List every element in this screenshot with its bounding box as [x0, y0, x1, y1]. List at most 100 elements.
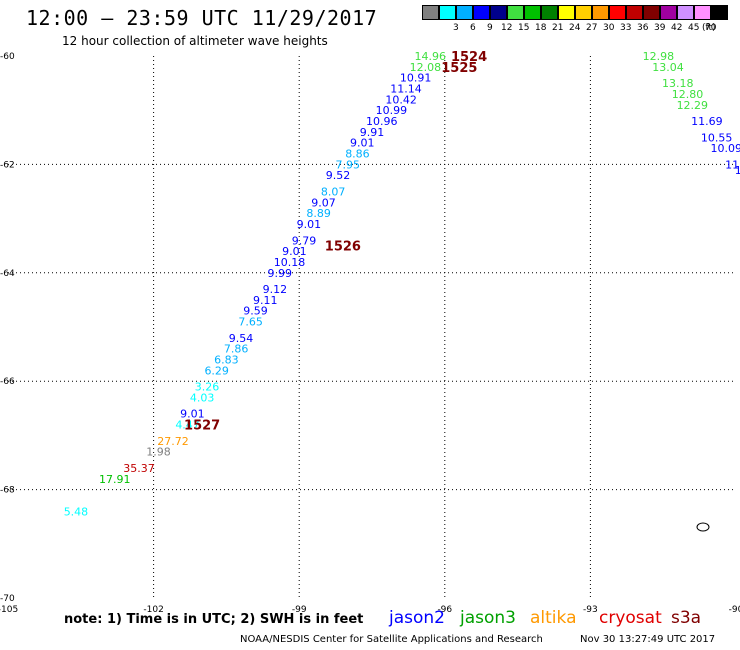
- wave-height-value: 9.01: [282, 245, 307, 258]
- color-swatch: [456, 5, 473, 20]
- wave-height-value: 10.50: [735, 164, 740, 177]
- wave-height-value: 8.89: [306, 207, 331, 220]
- color-swatch: [711, 5, 728, 20]
- latitude-tick-label: -66: [0, 377, 15, 387]
- color-swatch: [592, 5, 609, 20]
- color-scale-label: 39: [654, 23, 666, 33]
- color-scale-label: 27: [586, 23, 598, 33]
- wave-height-value: 9.54: [229, 332, 254, 345]
- color-swatch: [507, 5, 524, 20]
- wave-height-value: 10.42: [385, 93, 417, 106]
- longitude-tick-label: -99: [292, 605, 307, 615]
- map-subtitle: 12 hour collection of altimeter wave hei…: [62, 34, 328, 48]
- wave-height-value: 9.07: [311, 196, 336, 209]
- latitude-tick-label: -68: [0, 486, 15, 496]
- longitude-tick-label: -102: [143, 605, 163, 615]
- latitude-tick-label: -70: [0, 594, 15, 604]
- graticule: [8, 56, 736, 598]
- wave-height-value: 9.12: [263, 283, 288, 296]
- color-scale-label: 6: [470, 23, 476, 33]
- color-swatch: [558, 5, 575, 20]
- legend-jason3: jason3: [460, 608, 516, 628]
- pass-number-label: 1525: [441, 61, 477, 76]
- wave-height-value: 10.96: [366, 115, 398, 128]
- wave-height-value: 11.69: [691, 115, 723, 128]
- wave-height-value: 3.26: [195, 381, 220, 394]
- wave-height-value: 1.98: [146, 446, 171, 459]
- axis-tick-labels: -105 -102 -99 -96 -93 -90 -60 -62 -64 -66 -68 -70: [0, 52, 740, 615]
- color-scale-label: 36: [637, 23, 649, 33]
- pass-number-label: 1527: [184, 419, 220, 434]
- wave-height-value: 14.96: [414, 50, 446, 63]
- wave-height-value: 11.14: [390, 83, 422, 96]
- wave-height-value: 12.80: [672, 88, 704, 101]
- color-scale-label: 33: [620, 23, 632, 33]
- wave-height-value: 12.08: [410, 61, 442, 74]
- color-swatch: [677, 5, 694, 20]
- units-note: note: 1) Time is in UTC; 2) SWH is in fe…: [64, 612, 364, 627]
- wave-height-value: 10.09: [711, 142, 740, 155]
- wave-height-value: 9.79: [292, 234, 317, 247]
- color-swatch: [541, 5, 558, 20]
- pass-number-label: 1526: [325, 240, 361, 255]
- latitude-tick-label: -64: [0, 269, 15, 279]
- latitude-tick-label: -62: [0, 160, 15, 170]
- longitude-tick-label: -93: [583, 605, 598, 615]
- color-scale-label: 21: [552, 23, 564, 33]
- color-scale-label: 3: [453, 23, 459, 33]
- wave-height-value: 8.86: [345, 148, 370, 161]
- wave-height-value: 9.99: [268, 267, 293, 280]
- color-swatch: [524, 5, 541, 20]
- color-swatch: [626, 5, 643, 20]
- wave-height-value: 12.29: [677, 99, 709, 112]
- wave-height-value: 8.07: [321, 186, 346, 199]
- longitude-tick-label: -90: [729, 605, 740, 615]
- wave-height-value: 9.11: [253, 294, 278, 307]
- color-swatch: [490, 5, 507, 20]
- wave-height-value: 10.18: [274, 256, 306, 269]
- wave-height-value: 9.91: [360, 126, 385, 139]
- wave-height-value: 4.03: [190, 391, 215, 404]
- color-scale-label: 15: [518, 23, 530, 33]
- latitude-tick-label: -60: [0, 52, 15, 62]
- color-swatch: [575, 5, 592, 20]
- color-swatch: [422, 5, 439, 20]
- wave-height-value: 7.86: [224, 343, 249, 356]
- altimeter-observations: 14.9612.0810.9111.1410.4210.9910.969.919…: [64, 50, 740, 518]
- wave-height-value: 13.04: [652, 61, 684, 74]
- legend-s3a: s3a: [671, 608, 702, 628]
- wave-height-value: 9.01: [180, 408, 205, 421]
- pass-number-label: 1524: [451, 50, 487, 65]
- map-title: 12:00 – 23:59 UTC 11/29/2017: [26, 6, 378, 30]
- wave-height-value: 11.06: [725, 158, 740, 171]
- land-outline-island: [696, 522, 710, 532]
- longitude-tick-label: -105: [0, 605, 18, 615]
- wave-height-value: 13.18: [662, 77, 694, 90]
- wave-height-value: 7.65: [238, 316, 263, 329]
- wave-height-value: 17.91: [99, 473, 131, 486]
- color-scale-label: 70: [705, 23, 717, 33]
- color-scale-label: 24: [569, 23, 581, 33]
- wave-height-value: 4.47: [175, 419, 200, 432]
- color-scale-unit: (ft): [702, 23, 716, 33]
- wave-height-value: 35.37: [123, 462, 155, 475]
- color-scale-label: 42: [671, 23, 683, 33]
- legend-jason2: jason2: [389, 608, 445, 628]
- wave-height-value: 9.01: [350, 137, 375, 150]
- color-scale-label: 9: [487, 23, 493, 33]
- wave-height-value: 6.83: [214, 354, 239, 367]
- legend-altika: altika: [530, 608, 577, 628]
- wave-height-value: 12.98: [643, 50, 675, 63]
- wave-height-value: 7.95: [335, 158, 360, 171]
- wave-height-value: 9.52: [326, 169, 351, 182]
- legend-cryosat: cryosat: [599, 608, 662, 628]
- color-swatch: [660, 5, 677, 20]
- wave-height-value: 10.99: [376, 104, 408, 117]
- longitude-tick-label: -96: [437, 605, 452, 615]
- color-swatch: [439, 5, 456, 20]
- color-scale-label: 18: [535, 23, 547, 33]
- color-swatch: [694, 5, 711, 20]
- wave-height-value: 9.59: [243, 305, 268, 318]
